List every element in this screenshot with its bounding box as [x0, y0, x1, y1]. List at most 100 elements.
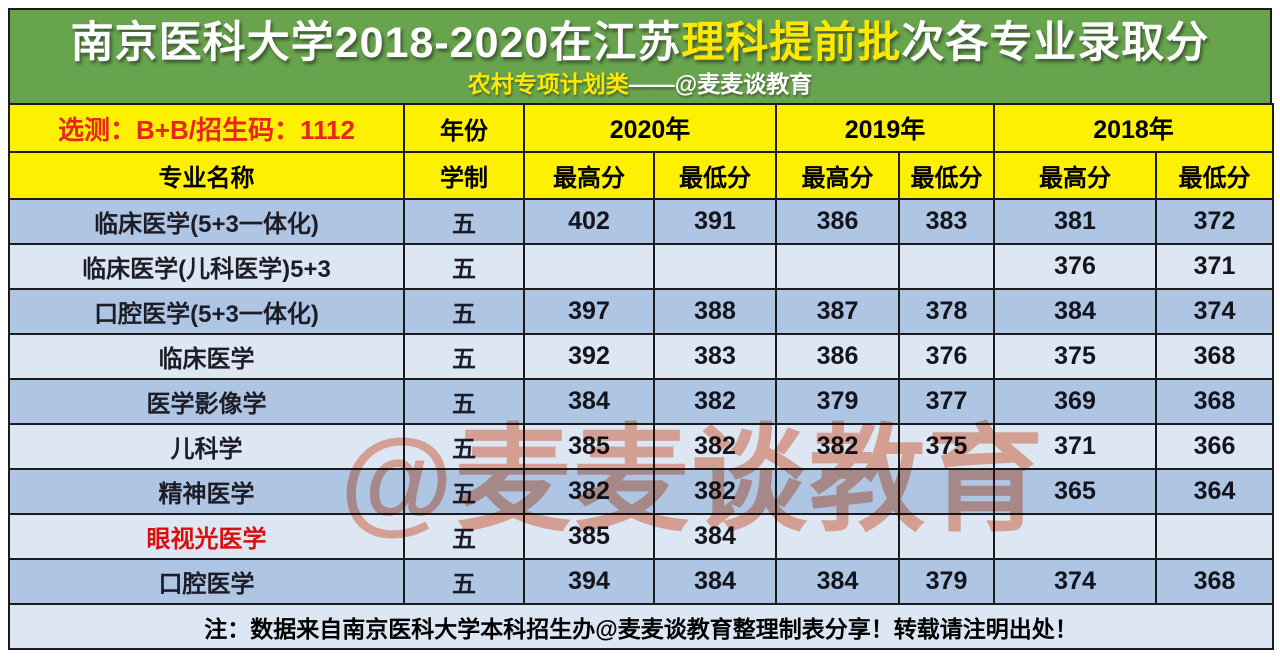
score-cell: 382 — [653, 423, 777, 470]
header-row-years: 选测：B+B/招生码：1112 年份 2020年 2019年 2018年 — [8, 103, 1274, 153]
table-body: 临床医学(5+3一体化) 五 402 391 386 383 381 372 临床医学(儿科医学… — [8, 198, 1274, 605]
score-cell: 379 — [775, 378, 900, 425]
score-cell: 383 — [898, 198, 995, 245]
score-cell: 377 — [898, 378, 995, 425]
title-main: 南京医科大学2018-2020在江苏 — [70, 19, 682, 67]
table-row: 儿科学五 385 382 382 375 371 366 — [8, 423, 1274, 470]
table-row: 精神医学五 382 382 365 364 — [8, 468, 1274, 515]
duration-cell: 五 — [403, 378, 525, 425]
max-score-label-2019: 最高分 — [775, 151, 900, 200]
page-subtitle: 农村专项计划类——@麦麦谈教育 — [10, 69, 1270, 99]
score-cell: 366 — [1155, 423, 1274, 470]
min-score-label-2019: 最低分 — [898, 151, 995, 200]
note-row: 注：数据来自南京医科大学本科招生办@麦麦谈教育整理制表分享！转载请注明出处！ — [8, 603, 1274, 650]
title-banner: 南京医科大学2018-2020在江苏理科提前批次各专业录取分 农村专项计划类——… — [8, 8, 1272, 103]
major-label-cell: 专业名称 — [8, 151, 405, 200]
score-cell — [1155, 513, 1274, 560]
table-row: 医学影像学五 384 382 379 377 369 368 — [8, 378, 1274, 425]
source-note: 注：数据来自南京医科大学本科招生办@麦麦谈教育整理制表分享！转载请注明出处！ — [8, 603, 1274, 650]
score-cell: 383 — [653, 333, 777, 380]
score-cell: 388 — [653, 288, 777, 335]
table-row: 眼视光医学五 385 384 — [8, 513, 1274, 560]
score-cell — [523, 243, 655, 290]
score-cell: 381 — [993, 198, 1157, 245]
score-cell: 385 — [523, 423, 655, 470]
table-footer: 注：数据来自南京医科大学本科招生办@麦麦谈教育整理制表分享！转载请注明出处！ — [8, 603, 1274, 650]
table-header: 选测：B+B/招生码：1112 年份 2020年 2019年 2018年 专业名… — [8, 103, 1274, 200]
table-row: 临床医学(5+3一体化) 五 402 391 386 383 381 372 — [8, 198, 1274, 245]
score-cell: 382 — [523, 468, 655, 515]
score-cell: 369 — [993, 378, 1157, 425]
major-name-cell: 口腔医学(5+3一体化) — [8, 288, 405, 335]
score-cell: 374 — [993, 558, 1157, 605]
score-cell: 376 — [993, 243, 1157, 290]
year-2020-cell: 2020年 — [523, 103, 777, 153]
score-cell: 375 — [993, 333, 1157, 380]
year-label-cell: 年份 — [403, 103, 525, 153]
exam-info-cell: 选测：B+B/招生码：1112 — [8, 103, 405, 153]
score-cell — [775, 243, 900, 290]
major-name-cell: 临床医学 — [8, 333, 405, 380]
admission-score-table: 选测：B+B/招生码：1112 年份 2020年 2019年 2018年 专业名… — [8, 103, 1274, 650]
major-name-cell: 精神医学 — [8, 468, 405, 515]
major-name-cell: 医学影像学 — [8, 378, 405, 425]
score-cell: 382 — [653, 468, 777, 515]
score-cell: 384 — [775, 558, 900, 605]
subtitle-highlight: 农村专项计划类 — [467, 71, 629, 97]
table-row: 临床医学(儿科医学)5+3 五 376 371 — [8, 243, 1274, 290]
score-cell: 368 — [1155, 558, 1274, 605]
min-score-label-2018: 最低分 — [1155, 151, 1274, 200]
duration-cell: 五 — [403, 468, 525, 515]
score-cell: 391 — [653, 198, 777, 245]
table-row: 临床医学五 392 383 386 376 375 368 — [8, 333, 1274, 380]
score-cell: 384 — [993, 288, 1157, 335]
score-cell — [775, 468, 900, 515]
score-cell: 392 — [523, 333, 655, 380]
score-cell — [898, 468, 995, 515]
subtitle-tail: ——@麦麦谈教育 — [628, 71, 813, 97]
score-cell: 368 — [1155, 378, 1274, 425]
score-cell: 402 — [523, 198, 655, 245]
score-cell: 397 — [523, 288, 655, 335]
score-cell — [775, 513, 900, 560]
score-cell: 375 — [898, 423, 995, 470]
score-cell: 378 — [898, 288, 995, 335]
major-name-cell: 儿科学 — [8, 423, 405, 470]
score-cell — [653, 243, 777, 290]
duration-cell: 五 — [403, 558, 525, 605]
score-cell: 379 — [898, 558, 995, 605]
score-cell: 382 — [653, 378, 777, 425]
title-tail: 次各专业录取分 — [901, 19, 1210, 67]
score-cell: 374 — [1155, 288, 1274, 335]
max-score-label-2018: 最高分 — [993, 151, 1157, 200]
score-cell: 384 — [523, 378, 655, 425]
page-title: 南京医科大学2018-2020在江苏理科提前批次各专业录取分 — [10, 17, 1270, 69]
score-cell: 385 — [523, 513, 655, 560]
duration-label-cell: 学制 — [403, 151, 525, 200]
score-cell: 384 — [653, 558, 777, 605]
score-cell: 376 — [898, 333, 995, 380]
score-cell: 371 — [1155, 243, 1274, 290]
score-cell: 386 — [775, 333, 900, 380]
major-name-cell: 眼视光医学 — [8, 513, 405, 560]
score-cell — [898, 513, 995, 560]
score-table-page: 南京医科大学2018-2020在江苏理科提前批次各专业录取分 农村专项计划类——… — [8, 8, 1274, 650]
header-row-columns: 专业名称 学制 最高分 最低分 最高分 最低分 最高分 最低分 — [8, 151, 1274, 200]
score-cell — [993, 513, 1157, 560]
score-cell: 364 — [1155, 468, 1274, 515]
major-name-cell: 临床医学(5+3一体化) — [8, 198, 405, 245]
title-highlight: 理科提前批 — [681, 19, 902, 67]
min-score-label-2020: 最低分 — [653, 151, 777, 200]
duration-cell: 五 — [403, 198, 525, 245]
score-cell: 372 — [1155, 198, 1274, 245]
duration-cell: 五 — [403, 288, 525, 335]
duration-cell: 五 — [403, 423, 525, 470]
score-cell — [898, 243, 995, 290]
score-cell: 368 — [1155, 333, 1274, 380]
score-cell: 394 — [523, 558, 655, 605]
score-cell: 365 — [993, 468, 1157, 515]
major-name-cell: 口腔医学 — [8, 558, 405, 605]
table-row: 口腔医学五 394 384 384 379 374 368 — [8, 558, 1274, 605]
score-cell: 382 — [775, 423, 900, 470]
table-row: 口腔医学(5+3一体化) 五 397 388 387 378 384 374 — [8, 288, 1274, 335]
